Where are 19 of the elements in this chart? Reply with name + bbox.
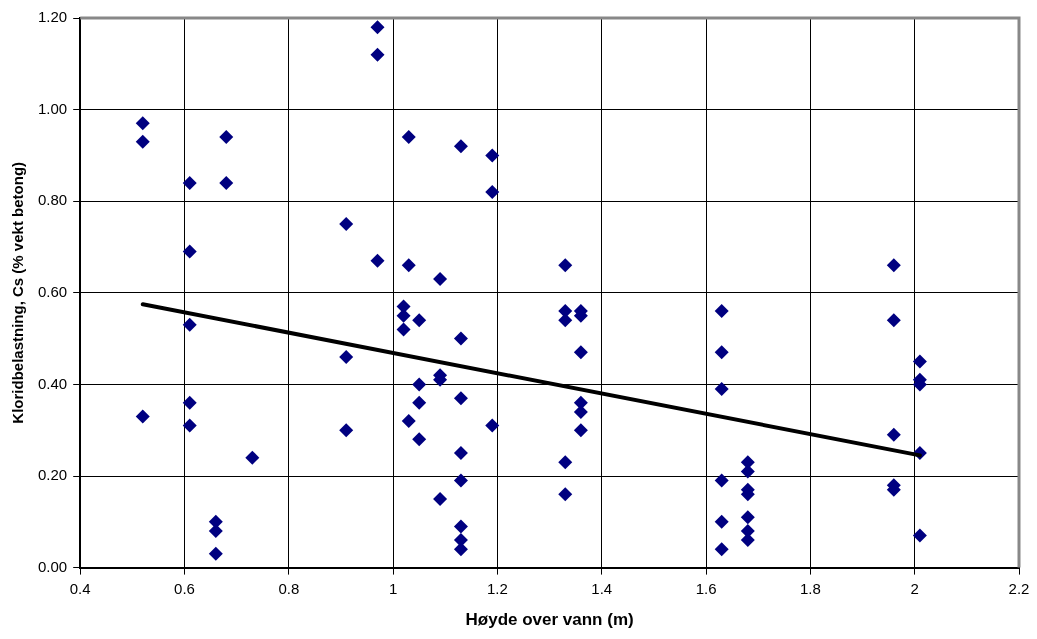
x-tick-label: 1.8	[799, 579, 821, 597]
y-tick-label: 1.20	[37, 8, 68, 26]
x-tick-label: 1.4	[591, 579, 613, 597]
y-tick-label: 0.20	[37, 466, 68, 484]
x-tick-label: 1	[388, 579, 398, 597]
y-tick-label: 0.40	[37, 374, 68, 392]
y-axis-title: Kloridbelastning, Cs (% vekt betong)	[9, 161, 27, 424]
x-tick-label: 0.8	[278, 579, 300, 597]
y-tick-label: 0.80	[37, 191, 68, 209]
x-axis-title: Høyde over vann (m)	[465, 610, 634, 630]
x-tick-label: 0.6	[174, 579, 195, 597]
y-tick-label: 1.00	[37, 99, 68, 117]
x-tick-label: 1.2	[487, 579, 508, 597]
x-tick-label: 2.2	[1008, 579, 1030, 597]
x-tick-label: 0.4	[69, 579, 91, 597]
x-tick-label: 2	[910, 579, 919, 597]
y-tick-label: 0.60	[37, 282, 68, 300]
x-tick-label: 1.6	[695, 579, 717, 597]
y-tick-label: 0.00	[37, 557, 68, 575]
